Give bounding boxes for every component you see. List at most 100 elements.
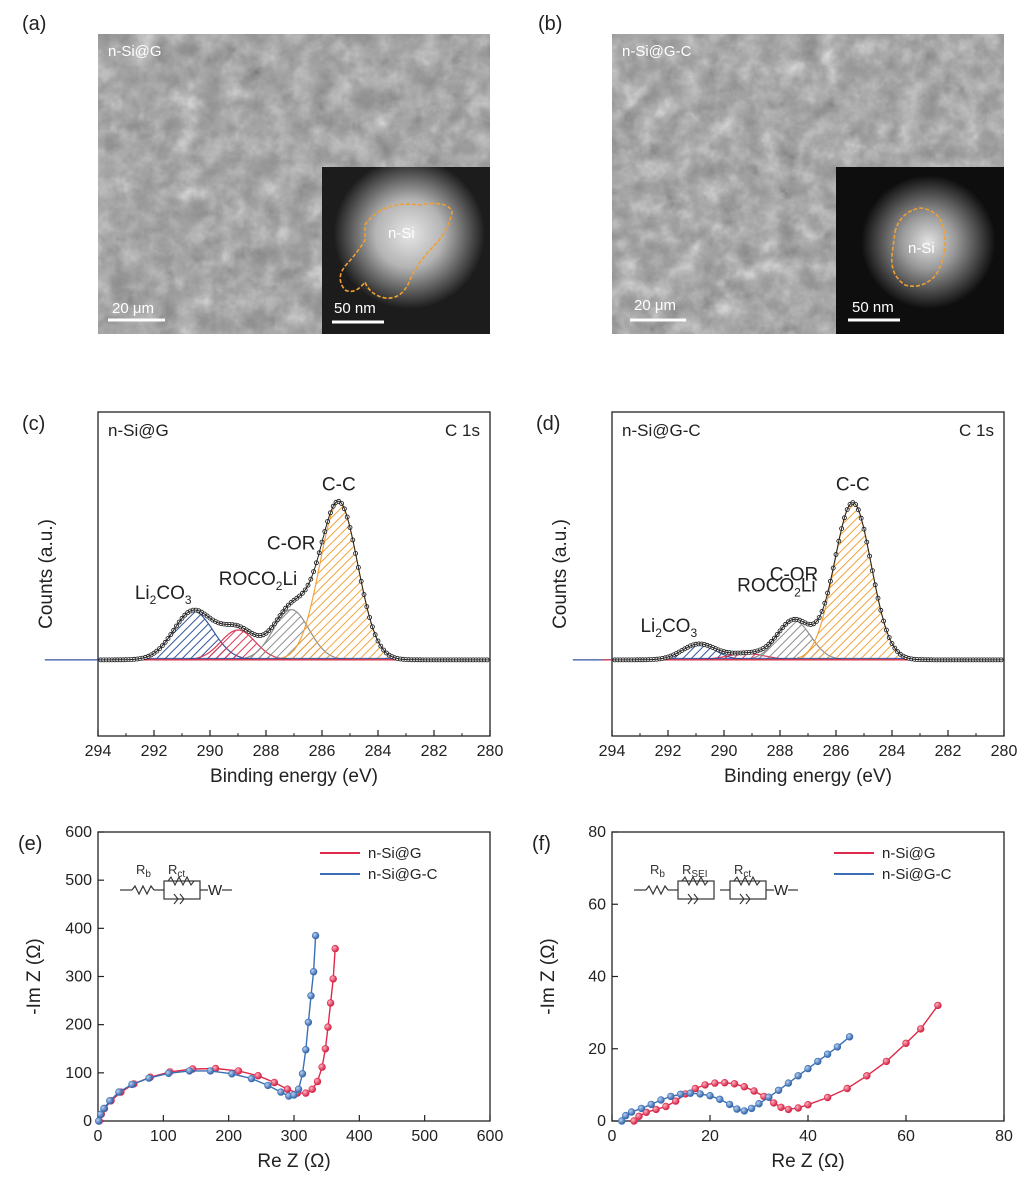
label-sub: ct <box>177 869 185 880</box>
data-point <box>916 1025 925 1033</box>
y-axis-label: -Im Z (Ω) <box>24 938 45 1014</box>
rc-resistor <box>733 875 761 887</box>
panel-a: (a) n-Si@G 20 μm n-Si 50 nm <box>22 13 490 334</box>
x-axis-label: Re Z (Ω) <box>257 1151 330 1172</box>
label-sub: 3 <box>185 593 192 607</box>
data-point <box>311 931 320 940</box>
x-tick-label: 292 <box>655 743 682 760</box>
warburg-element: W <box>208 882 223 899</box>
y-tick-label: 20 <box>588 1041 606 1058</box>
panel-label-e: (e) <box>18 833 42 855</box>
scale-label-inset-b: 50 nm <box>852 299 894 316</box>
data-point <box>720 1078 729 1087</box>
rc-cpe <box>739 893 751 905</box>
data-point <box>652 1105 660 1114</box>
data-point <box>290 1091 298 1099</box>
data-point <box>321 1045 330 1053</box>
x-tick-label: 284 <box>365 743 392 760</box>
label-sub: 2 <box>794 586 801 600</box>
label-part: R <box>168 862 177 877</box>
data-point <box>740 1107 748 1115</box>
label-part: Li <box>135 583 150 604</box>
data-point <box>934 1001 942 1010</box>
x-tick-label: 282 <box>935 743 962 760</box>
data-point <box>145 1074 153 1082</box>
x-tick-label: 0 <box>608 1128 617 1145</box>
data-point <box>784 1079 793 1087</box>
data-point <box>843 1084 851 1093</box>
data-point <box>676 1090 685 1099</box>
circuit-label-r2: RSEI <box>682 862 708 880</box>
inset-label-b: n-Si <box>908 240 935 257</box>
y-tick-label: 100 <box>65 1065 92 1082</box>
data-point <box>750 1087 758 1095</box>
peak-label-c-or: C-OR <box>770 565 819 586</box>
data-point <box>711 1079 719 1087</box>
region-label: C 1s <box>959 421 994 440</box>
data-point <box>691 1084 699 1093</box>
y-axis-label: -Im Z (Ω) <box>538 938 559 1014</box>
x-tick-label: 60 <box>897 1128 915 1145</box>
x-tick-label: 0 <box>94 1128 103 1145</box>
x-tick-label: 300 <box>281 1128 308 1145</box>
data-point <box>164 1069 173 1078</box>
sample-label: n-Si@G-C <box>622 421 701 440</box>
rc-cpe <box>173 893 185 905</box>
data-point <box>716 1095 724 1104</box>
data-point <box>863 1072 871 1080</box>
data-point <box>304 1018 313 1026</box>
x-axis-label: Binding energy (eV) <box>210 766 378 787</box>
x-tick-label: 290 <box>711 743 738 760</box>
data-point <box>769 1099 778 1107</box>
data-point <box>794 1104 802 1112</box>
data-point <box>814 1057 822 1066</box>
y-tick-label: 0 <box>83 1113 92 1130</box>
label-part: Li <box>282 569 297 590</box>
data-point <box>630 1117 638 1125</box>
label-part: ROCO <box>737 576 794 597</box>
data-point <box>637 1104 646 1113</box>
x-tick-label: 288 <box>253 743 280 760</box>
circuit-label-rb: Rb <box>136 862 151 880</box>
data-point <box>755 1099 763 1108</box>
y-tick-label: 60 <box>588 896 606 913</box>
data-point <box>96 1110 105 1119</box>
label-part: CO <box>662 616 691 637</box>
data-point <box>94 1117 103 1125</box>
data-point <box>794 1072 802 1080</box>
x-tick-label: 600 <box>477 1128 504 1145</box>
label-part: C-OR <box>770 565 819 586</box>
eis-chart-f: (f) 0 20 40 60 80 0 20 40 60 80 Re Z (Ω) -Im Z (Ω) n-… <box>532 824 1013 1172</box>
peak-label-li2co3: Li2CO3 <box>640 616 697 640</box>
rc-cpe <box>687 893 699 905</box>
data-point <box>635 1112 643 1121</box>
data-point <box>302 1089 310 1097</box>
rc-resistor <box>167 875 195 887</box>
sem-sample-label-a: n-Si@G <box>108 43 162 60</box>
data-point <box>128 1080 136 1089</box>
label-part: C-C <box>322 475 356 496</box>
data-point <box>706 1091 714 1100</box>
label-part: C-OR <box>267 534 316 555</box>
data-point <box>833 1043 842 1051</box>
data-point <box>307 992 315 1000</box>
peak-label-c-c: C-C <box>322 475 356 496</box>
data-point <box>765 1093 773 1101</box>
label-sub: ct <box>743 869 751 880</box>
series-n-si-g-c <box>94 931 320 1125</box>
peak-label-c-or: C-OR <box>267 534 316 555</box>
panel-label-a: (a) <box>22 13 46 35</box>
x-tick-label: 40 <box>799 1128 817 1145</box>
sem-sample-label-b: n-Si@G-C <box>622 43 692 60</box>
peak-label-c-c: C-C <box>836 475 870 496</box>
data-point <box>701 1081 709 1089</box>
label-sub: 3 <box>690 626 697 640</box>
x-tick-label: 200 <box>215 1128 242 1145</box>
data-point <box>264 1081 272 1090</box>
data-point <box>302 1045 310 1054</box>
y-tick-label: 40 <box>588 969 606 986</box>
series-n-si-g <box>630 1001 942 1125</box>
